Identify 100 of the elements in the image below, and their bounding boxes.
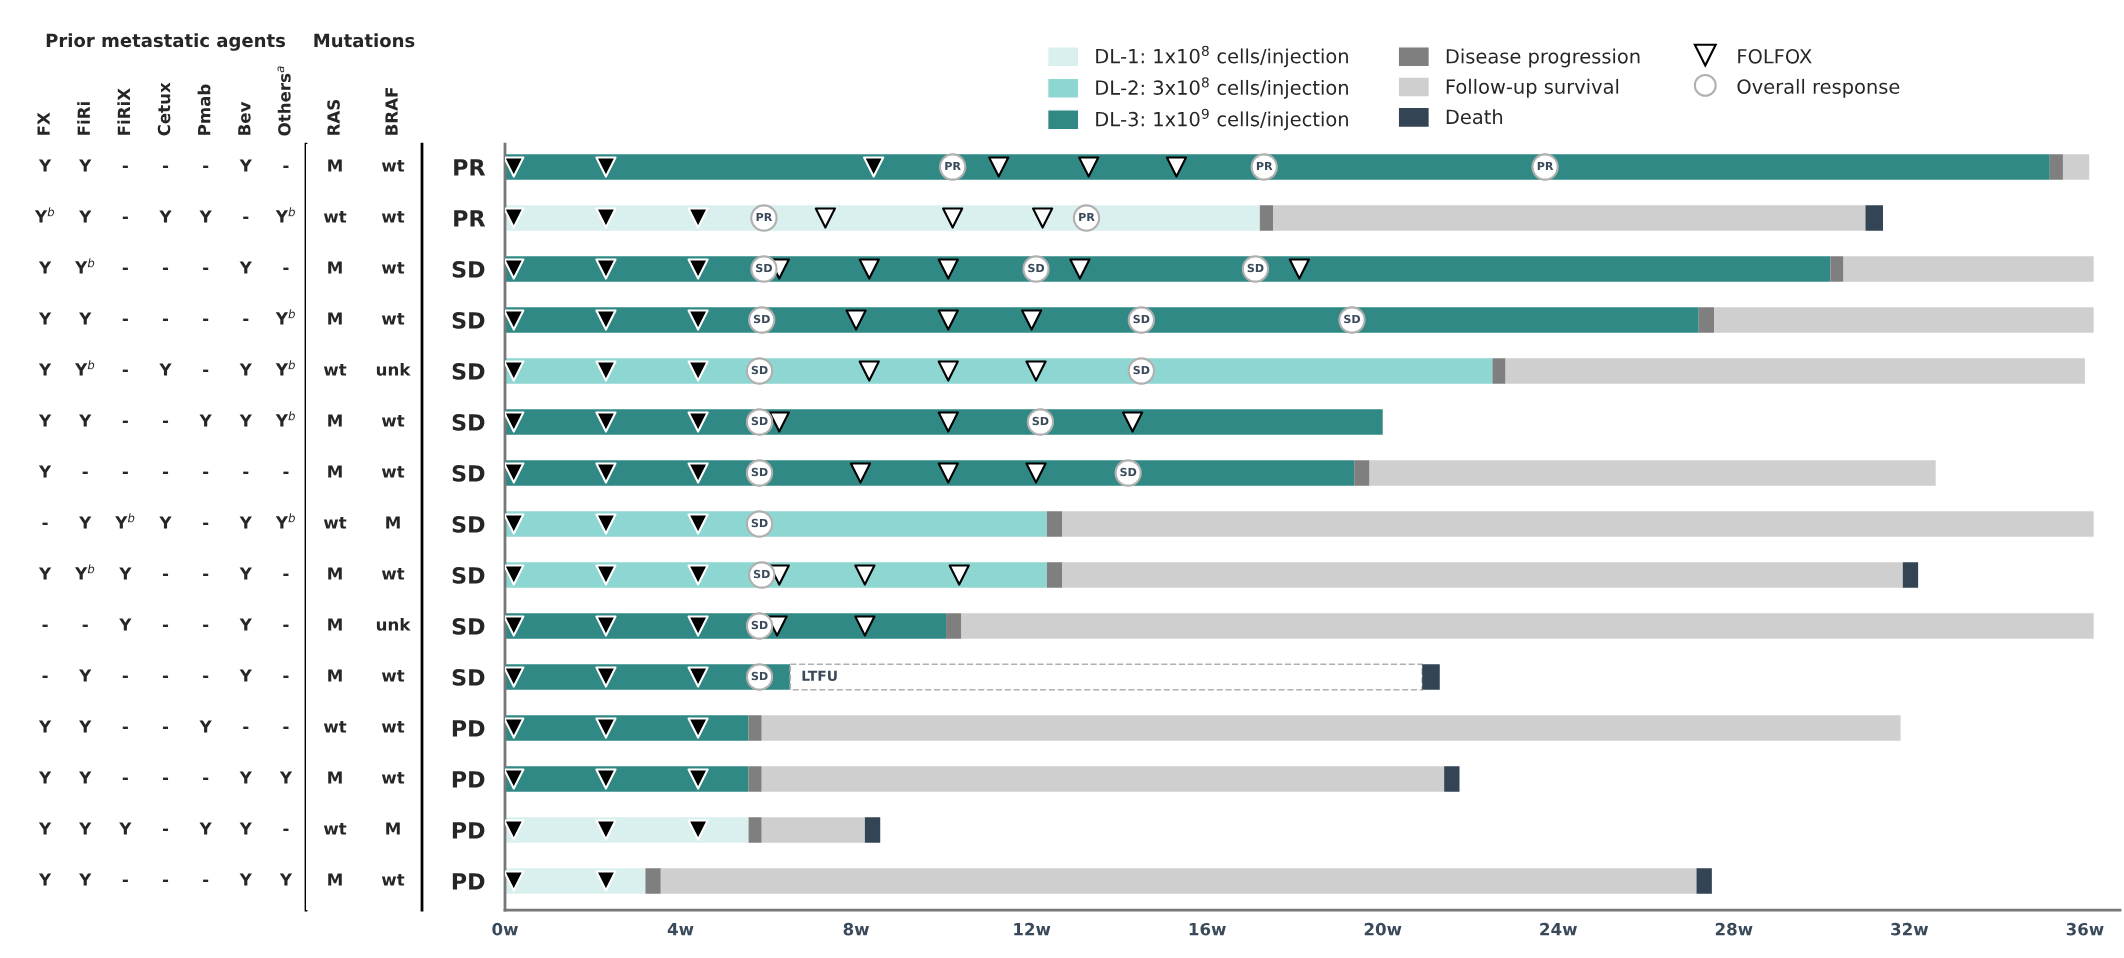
y-tick-label: PD	[452, 771, 485, 788]
text: M	[386, 822, 400, 835]
text: -	[122, 471, 128, 474]
text: -	[162, 624, 169, 627]
text: Y	[239, 669, 252, 682]
text: Y	[79, 516, 92, 529]
category-label: Cetux	[157, 82, 171, 136]
text: Y	[159, 363, 172, 376]
text: M	[328, 312, 342, 325]
text: wt	[381, 567, 405, 580]
category-label: Pmab	[197, 84, 211, 135]
text: Y	[199, 210, 212, 223]
text: -	[243, 216, 249, 219]
text: Y$^{b}$	[275, 207, 295, 223]
text: -	[283, 573, 289, 576]
text: Y	[38, 771, 52, 784]
text: M	[328, 159, 342, 172]
data-label: SD	[751, 671, 768, 681]
text: M	[328, 567, 342, 580]
text: -	[122, 420, 128, 423]
y-tick-label: SD	[452, 413, 485, 431]
x-tick-label: 32w	[1891, 922, 1929, 936]
legend-label: FOLFOX	[1738, 48, 1812, 64]
text: Y	[79, 414, 92, 427]
text: wt	[381, 312, 405, 325]
text: Y	[79, 873, 92, 886]
text: Y	[38, 159, 52, 172]
text: wt	[381, 414, 405, 427]
y-tick-label: SD	[452, 515, 485, 533]
data-label: SD	[751, 416, 768, 426]
text: Y	[38, 822, 52, 835]
text: -	[122, 777, 128, 780]
legend-label: Overall response	[1737, 78, 1900, 98]
text: -	[203, 471, 209, 474]
category-label: FX	[37, 112, 50, 135]
text: Y	[279, 771, 293, 784]
y-tick-label: SD	[452, 311, 485, 329]
x-tick-label: 36w	[2066, 922, 2104, 936]
text: -	[122, 879, 128, 882]
text: -	[42, 522, 48, 525]
text: wt	[381, 720, 405, 733]
text: -	[203, 522, 209, 525]
text: -	[203, 318, 209, 321]
text: -	[243, 726, 249, 729]
text: -	[203, 165, 209, 168]
text: M	[328, 414, 342, 427]
text: M	[328, 771, 342, 784]
data-label: SD	[751, 467, 768, 477]
category-label: Others$^{a}$	[277, 66, 291, 136]
text: -	[203, 675, 209, 678]
data-label: SD	[753, 569, 770, 579]
text: -	[203, 267, 209, 270]
text: -	[203, 369, 209, 372]
text: Y	[279, 873, 293, 886]
legend-label: DL-1: 1x10$^{8}$ cells/injection	[1096, 45, 1348, 68]
text: Y$^{b}$	[34, 207, 55, 223]
text: Y	[38, 720, 52, 733]
data-label: SD	[751, 518, 768, 528]
text: -	[122, 369, 128, 372]
text: -	[203, 624, 209, 627]
y-tick-label: SD	[452, 668, 485, 686]
data-label: SD	[1032, 416, 1049, 426]
text: Y	[199, 822, 212, 835]
text: Y	[239, 567, 252, 580]
text: -	[162, 267, 169, 270]
text: Y	[38, 312, 52, 325]
text: -	[122, 165, 128, 168]
text: Y	[79, 669, 92, 682]
text: Y	[199, 720, 212, 733]
y-tick-label: PR	[454, 159, 486, 176]
text: Y	[239, 363, 252, 376]
data-label: SD	[751, 620, 768, 630]
x-tick-label: 4w	[667, 923, 694, 936]
text: Y	[79, 822, 92, 835]
y-tick-label: SD	[452, 260, 485, 278]
y-tick-label: PD	[452, 873, 485, 890]
text: Y	[38, 261, 52, 274]
text: -	[82, 624, 88, 627]
text: -	[283, 624, 289, 627]
data-label: SD	[1120, 467, 1137, 477]
text: Y	[79, 720, 92, 733]
text: -	[162, 726, 169, 729]
text: Y	[239, 822, 252, 835]
text: Y	[38, 465, 52, 478]
text: M	[328, 669, 342, 682]
legend-label: DL-3: 1x10$^{9}$ cells/injection	[1096, 108, 1348, 131]
legend-label: Disease progression	[1446, 48, 1640, 68]
text: M	[386, 516, 400, 529]
text: Y	[239, 873, 252, 886]
text: Y	[38, 873, 52, 886]
text: Y	[239, 159, 252, 172]
text: Y	[119, 822, 132, 835]
text: -	[162, 828, 169, 831]
text: Y	[239, 261, 252, 274]
text: wt	[323, 210, 347, 223]
data-label: SD	[1133, 365, 1150, 375]
category-label: Bev	[238, 101, 251, 135]
y-tick-label: SD	[452, 617, 485, 635]
data-label: SD	[1133, 314, 1150, 324]
text: -	[122, 216, 128, 219]
